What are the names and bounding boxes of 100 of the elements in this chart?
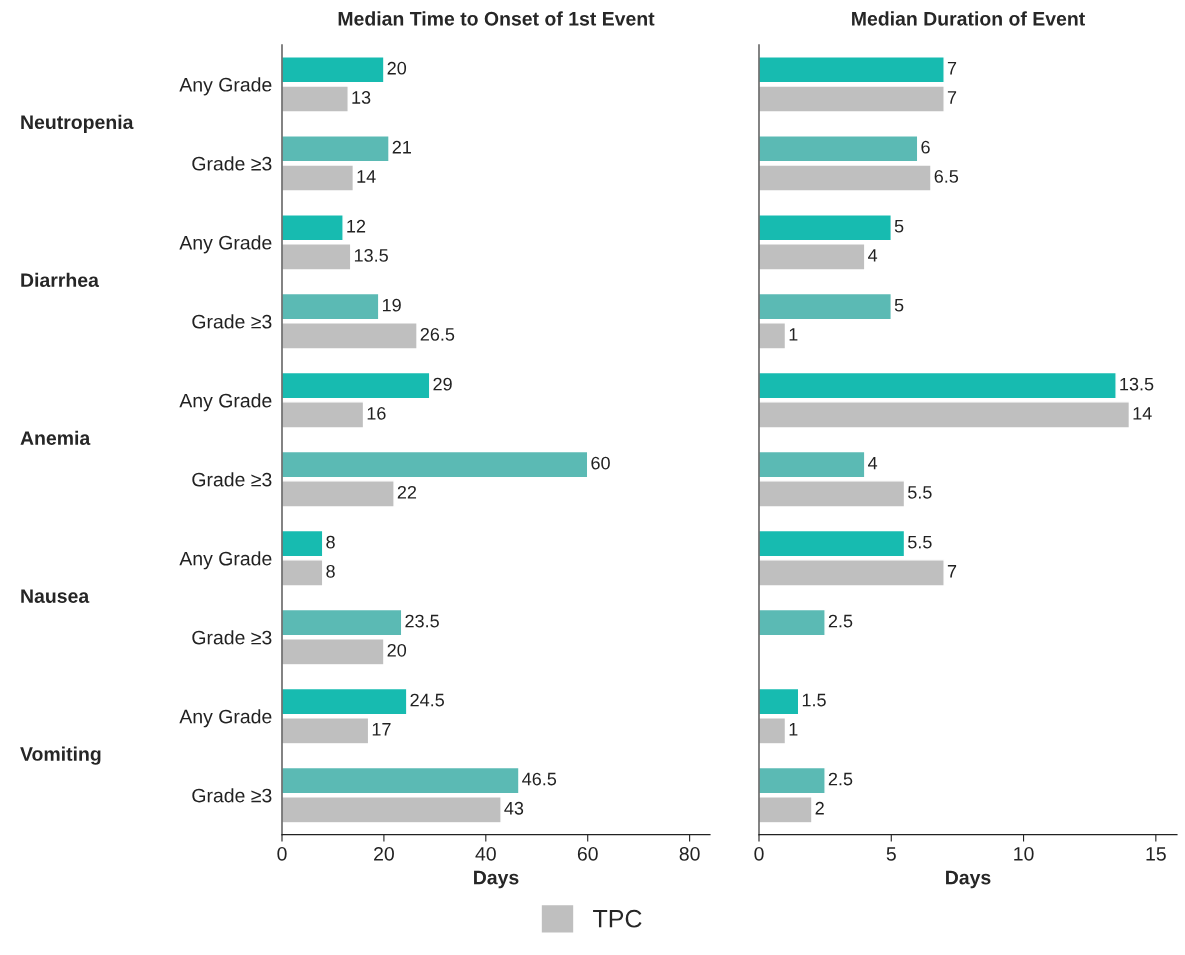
bar	[282, 529, 324, 558]
y-tick-label: Any Grade	[179, 393, 272, 412]
data-label: 46.5	[522, 772, 557, 786]
x-tick-label: 0	[277, 846, 287, 861]
data-label: 5	[894, 219, 904, 233]
bar	[282, 322, 418, 350]
data-label: 6	[921, 140, 930, 154]
data-label: 1	[789, 328, 798, 341]
data-label: 14	[357, 170, 376, 183]
data-label: 20	[387, 643, 407, 657]
y-tick-label: Grade ≥3	[192, 630, 272, 645]
data-label: 8	[326, 564, 335, 578]
bar	[759, 766, 826, 795]
data-label: 23.5	[405, 614, 439, 628]
bar	[759, 292, 892, 321]
text: Diarrhea	[21, 272, 100, 288]
data-label: 43	[504, 801, 524, 815]
data-label: 24.5	[410, 693, 444, 707]
y-tick-label: Any Grade	[179, 709, 272, 728]
chart-title: Median Duration of Event	[852, 11, 1085, 26]
bar	[282, 135, 390, 163]
bar	[282, 766, 520, 795]
bar	[282, 371, 431, 400]
bar	[759, 213, 892, 242]
bar	[282, 56, 385, 84]
legend-label: TPC	[593, 909, 642, 928]
bar	[282, 292, 380, 321]
x-tick-label: 0	[754, 846, 764, 861]
bar	[759, 243, 866, 271]
bar	[282, 796, 502, 824]
bar	[282, 687, 408, 716]
bar	[282, 559, 324, 587]
bar	[282, 164, 355, 192]
data-label: 7	[947, 91, 957, 104]
data-label: 1.5	[802, 693, 826, 707]
bar	[759, 796, 813, 824]
data-label: 7	[947, 62, 957, 75]
y-tick-label: Grade ≥3	[192, 788, 272, 803]
data-label: 21	[392, 140, 411, 154]
bar	[282, 638, 385, 666]
x-tick-label: 80	[679, 846, 700, 861]
bar	[759, 322, 787, 350]
data-label: 5	[894, 298, 904, 312]
data-label: 1	[789, 723, 798, 736]
y-tick-label: Grade ≥3	[192, 472, 272, 487]
data-label: 5.5	[908, 486, 932, 499]
y-tick-label: Grade ≥3	[192, 314, 272, 329]
x-tick-label: 5	[886, 847, 896, 861]
bar	[282, 243, 352, 271]
bar	[759, 85, 945, 113]
x-axis-title: Days	[474, 870, 519, 889]
data-label: 19	[382, 298, 401, 312]
data-label: 13.5	[1120, 377, 1154, 391]
x-tick-label: 20	[374, 846, 394, 861]
bar	[759, 450, 866, 479]
bar	[282, 213, 344, 242]
bar	[759, 480, 906, 508]
y-tick-label: Any Grade	[179, 235, 272, 254]
data-label: 2.5	[828, 614, 853, 628]
text: Vomiting	[20, 746, 101, 765]
bar	[759, 164, 932, 192]
data-label: 6.5	[934, 170, 959, 183]
data-label: 8	[326, 535, 335, 549]
bar	[282, 450, 589, 479]
x-tick-label: 15	[1146, 847, 1166, 861]
text: Anemia	[20, 430, 91, 445]
x-tick-label: 10	[1014, 846, 1034, 861]
bar	[282, 480, 395, 508]
chart-title: Median Time to Onset of 1st Event	[338, 11, 655, 26]
data-label: 60	[591, 456, 610, 470]
y-tick-label: Grade ≥3	[192, 156, 272, 171]
bar	[282, 85, 349, 113]
bar	[759, 687, 800, 716]
bar	[759, 608, 826, 637]
bar	[759, 529, 906, 558]
bar	[759, 559, 945, 587]
bar	[759, 56, 945, 84]
data-label: 12	[347, 219, 366, 233]
text: Nausea	[21, 589, 90, 603]
bar	[282, 717, 370, 745]
bar	[282, 608, 403, 637]
bar	[759, 371, 1117, 400]
data-label: 26.5	[420, 327, 455, 341]
x-axis-title: Days	[946, 870, 991, 889]
data-label: 4	[868, 456, 878, 470]
data-label: 22	[397, 485, 417, 499]
data-label: 2	[815, 801, 824, 815]
data-label: 13	[352, 91, 371, 104]
y-tick-label: Any Grade	[179, 77, 272, 96]
bar	[759, 135, 919, 163]
data-label: 16	[367, 406, 386, 420]
data-label: 29	[433, 377, 452, 391]
bar	[282, 401, 365, 429]
data-label: 2.5	[828, 772, 853, 786]
text: Neutropenia	[21, 114, 134, 133]
data-label: 20	[387, 61, 407, 75]
x-tick-label: 60	[577, 846, 598, 861]
data-label: 17	[372, 723, 391, 736]
data-label: 4	[868, 249, 878, 262]
data-label: 13.5	[354, 249, 388, 262]
